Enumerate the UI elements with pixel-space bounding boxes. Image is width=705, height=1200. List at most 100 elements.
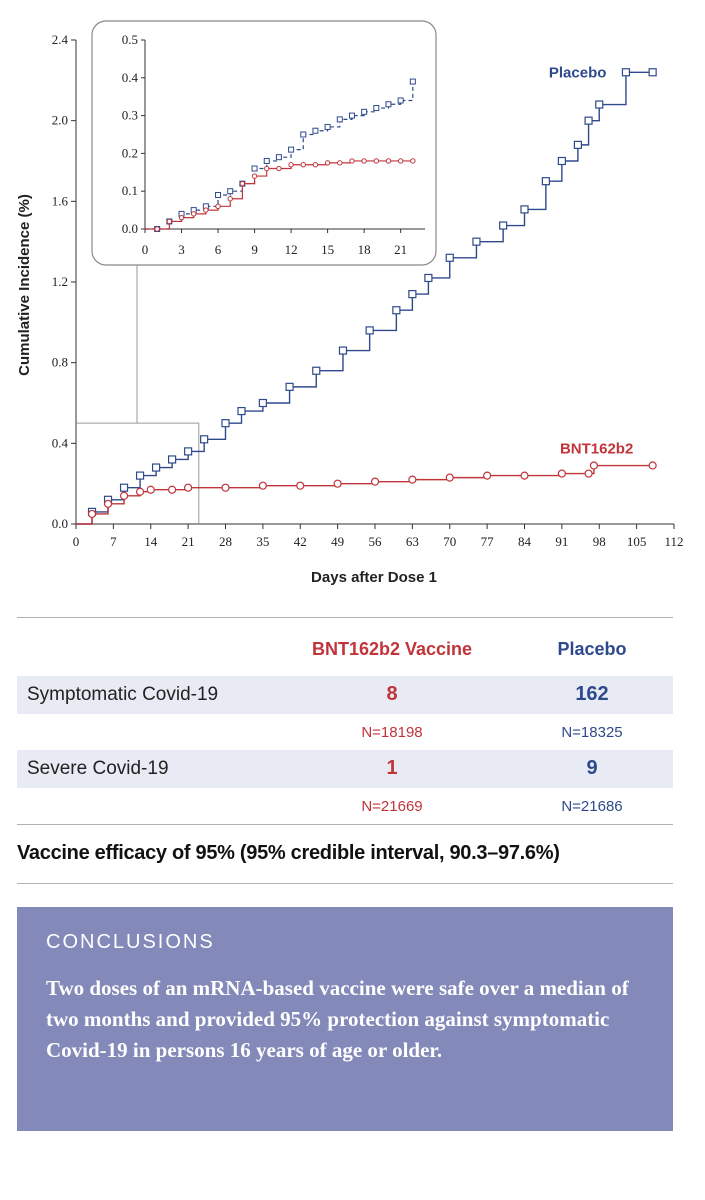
row-label: Severe Covid-19	[27, 758, 169, 779]
placebo-point	[221, 419, 230, 428]
vaccine-point	[221, 483, 230, 492]
inset-vaccine-point	[410, 158, 416, 164]
placebo-point	[541, 177, 550, 186]
divider	[17, 883, 673, 884]
x-tick-label: 56	[369, 534, 383, 549]
inset-y-tick-label: 0.2	[122, 145, 138, 160]
inset-placebo-point	[373, 105, 380, 112]
x-tick-label: 77	[481, 534, 495, 549]
inset-x-tick-label: 9	[251, 242, 258, 257]
conclusions-body: Two doses of an mRNA-based vaccine were …	[46, 976, 629, 1062]
vaccine-line	[76, 464, 653, 525]
vaccine-point	[445, 473, 454, 482]
inset-placebo-point	[215, 191, 222, 198]
inset-placebo-point	[288, 146, 295, 153]
placebo-point	[184, 447, 193, 456]
vaccine-count: 1	[386, 757, 398, 779]
placebo-point	[365, 326, 374, 335]
inset-chart: 0 3 6 9 12 15 18 21 0.0 0.1 0.2 0.3 0.4 0.5	[91, 20, 437, 266]
inset-y-tick-label: 0.1	[122, 183, 138, 198]
placebo-point	[312, 366, 321, 375]
placebo-point	[621, 68, 631, 77]
inset-vaccine-point	[373, 158, 380, 164]
inset-placebo-point	[227, 188, 234, 195]
placebo-point	[338, 346, 348, 355]
placebo-point	[151, 463, 161, 472]
x-tick-label: 63	[406, 534, 419, 549]
table-header: BNT162b2 Vaccine Placebo	[17, 618, 673, 676]
header-vaccine: BNT162b2 Vaccine	[311, 639, 473, 659]
vaccine-point	[333, 479, 342, 488]
main-series: Placebo BNT162b2	[76, 64, 657, 525]
inset-placebo-point	[263, 157, 270, 164]
placebo-point	[285, 382, 294, 391]
inset-vaccine-point	[203, 207, 209, 213]
main-axes: 0 7 14 21 28 35 42 49 56 63 70 77 84 91 98 105 1120.00.4…	[52, 32, 684, 549]
inset-vaccine-point	[300, 162, 306, 168]
vaccine-point	[146, 485, 155, 494]
x-tick-label: 35	[256, 534, 269, 549]
x-tick-label: 42	[294, 534, 307, 549]
placebo-point	[424, 273, 433, 283]
vaccine-point	[135, 487, 145, 496]
x-tick-label: 70	[443, 534, 456, 549]
placebo-point	[408, 290, 417, 299]
inset-vaccine-point	[215, 203, 221, 210]
x-tick-label: 105	[627, 534, 647, 549]
vaccine-point	[103, 499, 113, 508]
vaccine-point	[520, 471, 529, 480]
inset-placebo-point	[251, 165, 258, 172]
inset-placebo-point	[348, 112, 355, 119]
x-tick-label: 0	[73, 534, 80, 549]
placebo-point	[648, 68, 657, 77]
inset-y-tick-label: 0.5	[122, 32, 138, 47]
vaccine-point	[648, 461, 657, 470]
vaccine-point	[87, 509, 97, 519]
zoom-region-box	[76, 422, 200, 524]
inset-x-tick-label: 12	[285, 242, 298, 257]
vaccine-point	[184, 483, 193, 492]
inset-placebo-point	[300, 131, 307, 138]
placebo-point	[520, 205, 529, 214]
table-n-row: N=18198 N=18325	[17, 714, 673, 750]
efficacy-text: Vaccine efficacy of 95% (95% credible in…	[17, 842, 560, 864]
placebo-point	[135, 471, 145, 480]
inset-placebo-point	[312, 127, 319, 134]
placebo-point	[119, 483, 129, 492]
conclusions-title: CONCLUSIONS	[46, 931, 215, 953]
vaccine-n: N=18198	[361, 724, 423, 741]
inset-vaccine-point	[288, 162, 294, 168]
inset-x-tick-label: 18	[358, 242, 371, 257]
placebo-count: 162	[575, 683, 609, 705]
inset-vaccine-point	[264, 165, 270, 172]
placebo-point	[200, 435, 209, 444]
table-n-row: N=21669 N=21686	[17, 788, 673, 824]
vaccine-point	[370, 477, 380, 486]
vaccine-point	[119, 491, 129, 500]
inset-x-tick-label: 0	[142, 242, 149, 257]
placebo-point	[557, 156, 566, 166]
y-tick-label: 2.4	[52, 32, 69, 47]
placebo-count: 9	[586, 757, 598, 779]
placebo-point	[472, 237, 481, 246]
placebo-point	[445, 253, 454, 262]
placebo-series-label: Placebo	[549, 64, 607, 81]
y-tick-label: 1.2	[52, 274, 68, 289]
efficacy-statement: Vaccine efficacy of 95% (95% credible in…	[17, 825, 673, 883]
inset-x-tick-label: 3	[178, 242, 185, 257]
x-tick-label: 7	[110, 534, 117, 549]
divider	[17, 824, 673, 825]
inset-y-tick-label: 0.3	[122, 108, 138, 123]
y-tick-label: 1.6	[52, 193, 69, 208]
vaccine-count: 8	[386, 683, 398, 705]
y-tick-label: 0.0	[52, 516, 68, 531]
vaccine-point	[258, 481, 267, 490]
inset-placebo-line	[145, 81, 414, 230]
table-row: Severe Covid-19 1 9	[17, 750, 673, 788]
table-row: Symptomatic Covid-19 8 162	[17, 676, 673, 714]
y-axis-label: Cumulative Incidence (%)	[16, 194, 33, 376]
x-tick-label: 84	[518, 534, 532, 549]
inset-vaccine-point	[190, 211, 197, 217]
placebo-point	[595, 100, 604, 109]
vaccine-point	[557, 469, 566, 478]
